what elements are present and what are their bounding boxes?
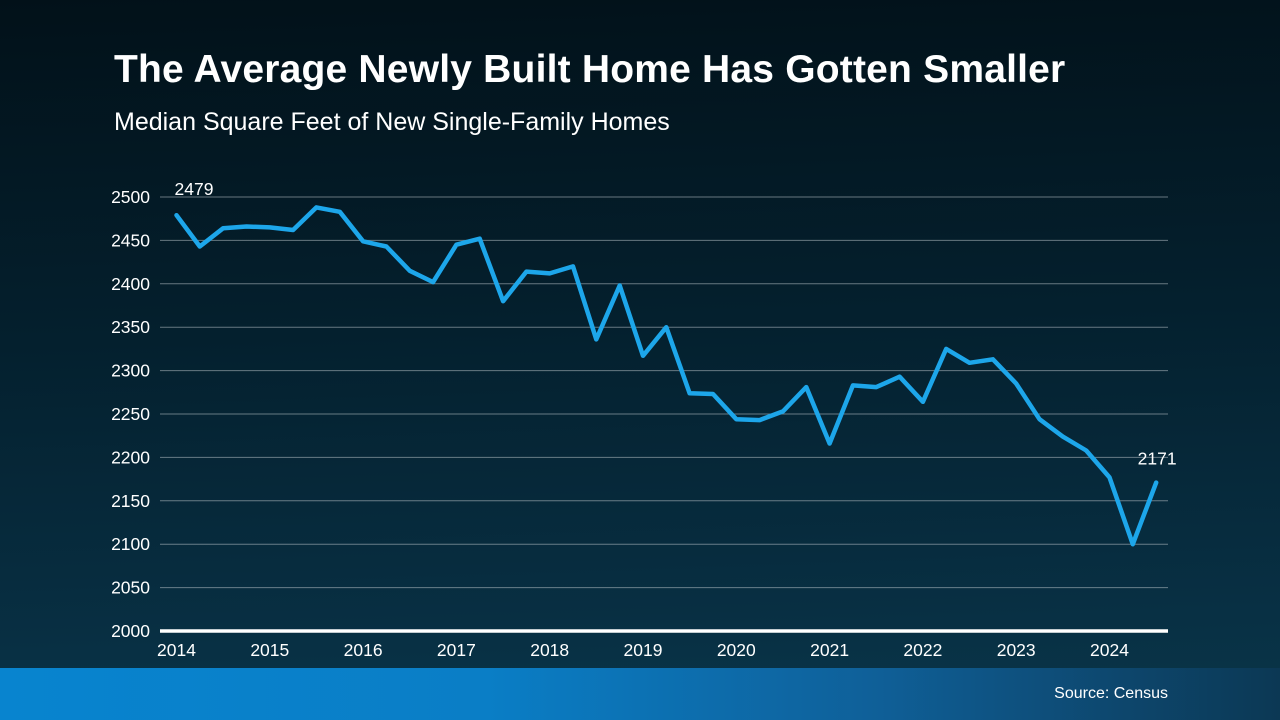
- x-tick-label: 2014: [157, 640, 196, 660]
- chart-title: The Average Newly Built Home Has Gotten …: [114, 48, 1066, 91]
- x-tick-label: 2015: [250, 640, 289, 660]
- x-tick-label: 2021: [810, 640, 849, 660]
- x-tick-label: 2023: [997, 640, 1036, 660]
- x-tick-label: 2024: [1090, 640, 1129, 660]
- y-tick-label: 2050: [111, 578, 150, 598]
- gridlines: [160, 196, 1168, 633]
- y-tick-label: 2250: [111, 404, 150, 424]
- first-point-label: 2479: [175, 179, 214, 199]
- y-tick-label: 2000: [111, 621, 150, 641]
- footer-bar: Source: Census: [0, 668, 1280, 720]
- y-axis-tick-labels: 2000 2050 2100 2150 2200 2250 2300 2350 2400 2450…: [111, 187, 150, 641]
- last-point-label: 2171: [1138, 449, 1177, 469]
- y-tick-label: 2350: [111, 317, 150, 337]
- y-tick-label: 2300: [111, 361, 150, 381]
- x-tick-label: 2022: [903, 640, 942, 660]
- x-axis-tick-labels: 2014 2015 2016 2017 2018 2019 2020 2021 2022 2023…: [157, 640, 1129, 660]
- x-tick-label: 2019: [624, 640, 663, 660]
- y-tick-label: 2100: [111, 534, 150, 554]
- chart-subtitle: Median Square Feet of New Single-Family …: [114, 108, 670, 136]
- y-tick-label: 2450: [111, 230, 150, 250]
- x-tick-label: 2016: [344, 640, 383, 660]
- y-tick-label: 2500: [111, 187, 150, 207]
- x-tick-label: 2020: [717, 640, 756, 660]
- y-tick-label: 2200: [111, 447, 150, 467]
- source-label: Source: Census: [1054, 685, 1168, 702]
- x-tick-label: 2017: [437, 640, 476, 660]
- x-tick-label: 2018: [530, 640, 569, 660]
- y-tick-label: 2400: [111, 274, 150, 294]
- data-line: [174, 205, 1159, 547]
- y-tick-label: 2150: [111, 491, 150, 511]
